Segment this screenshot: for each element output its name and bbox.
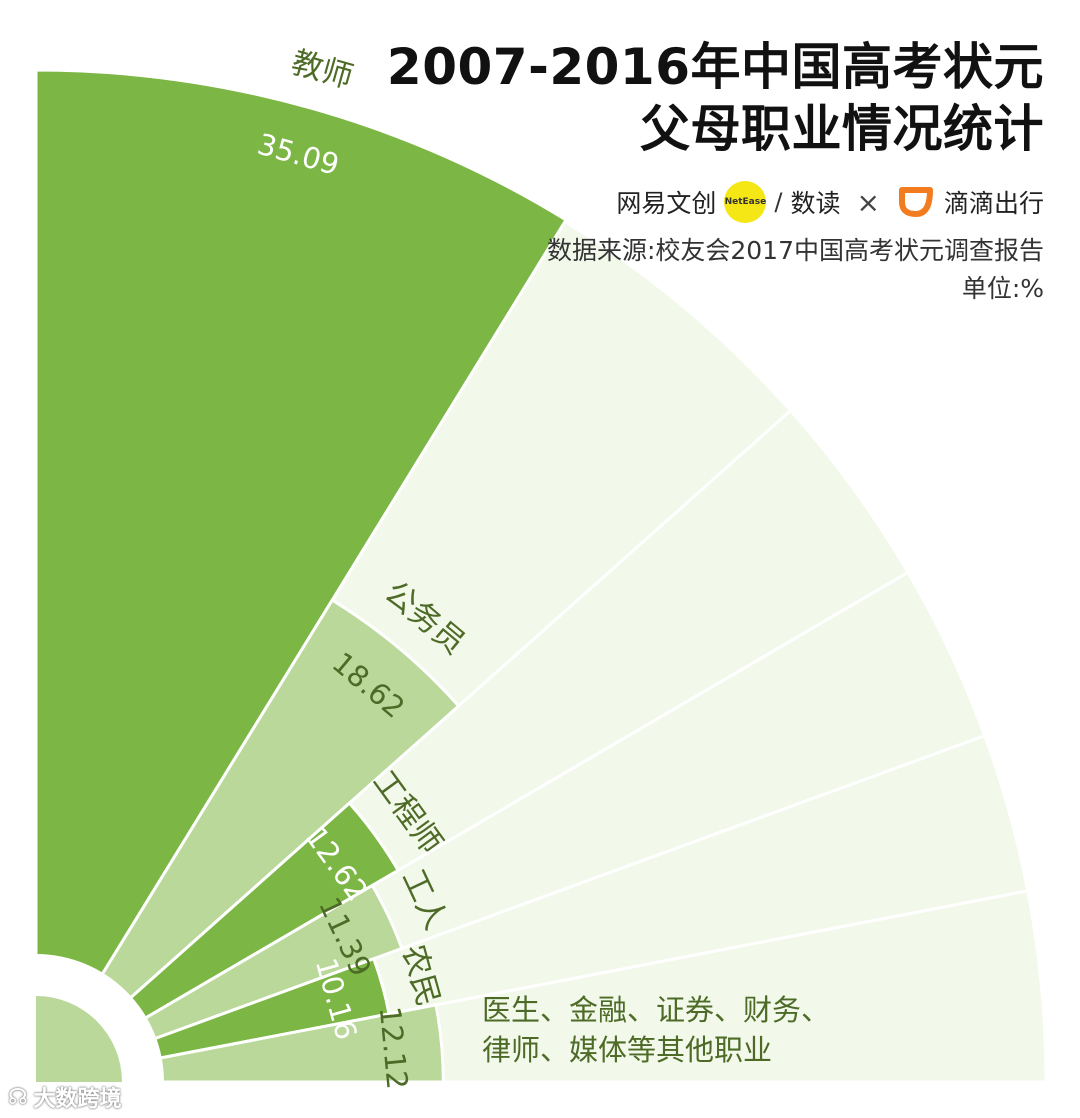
title-line-2: 父母职业情况统计 <box>640 100 1044 158</box>
other-label-line-1: 医生、金融、证券、财务、 <box>482 993 831 1027</box>
watermark-text: 大数跨境 <box>33 1087 122 1112</box>
title-line-1: 2007-2016年中国高考状元 <box>386 38 1044 96</box>
data-source: 数据来源:校友会2017中国高考状元调查报告 <box>546 236 1044 265</box>
chart-title: 2007-2016年中国高考状元 父母职业情况统计 <box>387 36 1044 160</box>
other-label-line-2: 律师、媒体等其他职业 <box>482 1033 773 1067</box>
center-hub <box>36 954 164 1082</box>
brand-slash: / <box>774 188 783 216</box>
source-block: 数据来源:校友会2017中国高考状元调查报告 单位:% <box>547 232 1044 308</box>
other-occupations-label: 医生、金融、证券、财务、 律师、媒体等其他职业 <box>482 990 830 1070</box>
brand-logos: 网易文创 NetEase / 数读 × 滴滴出行 <box>616 180 1044 224</box>
netease-wenchuang-logo: 网易文创 <box>616 189 717 218</box>
category-label-0: 教师 <box>287 44 356 96</box>
unit-label: 单位:% <box>961 274 1044 303</box>
shudu-logo: 数读 <box>790 189 841 218</box>
didi-brand-name: 滴滴出行 <box>943 189 1044 218</box>
collaboration-times-icon: × <box>856 185 880 219</box>
watermark-logo-icon: ☊ <box>8 1084 28 1110</box>
hub-core <box>36 996 122 1082</box>
value-label-5: 12.12 <box>373 1005 415 1091</box>
data-sector-1 <box>34 598 461 1084</box>
watermark: ☊ 大数跨境 <box>8 1082 122 1113</box>
data-sector-0 <box>34 68 569 1088</box>
netease-badge-icon: NetEase <box>724 181 767 223</box>
didi-logo-icon <box>898 187 933 217</box>
